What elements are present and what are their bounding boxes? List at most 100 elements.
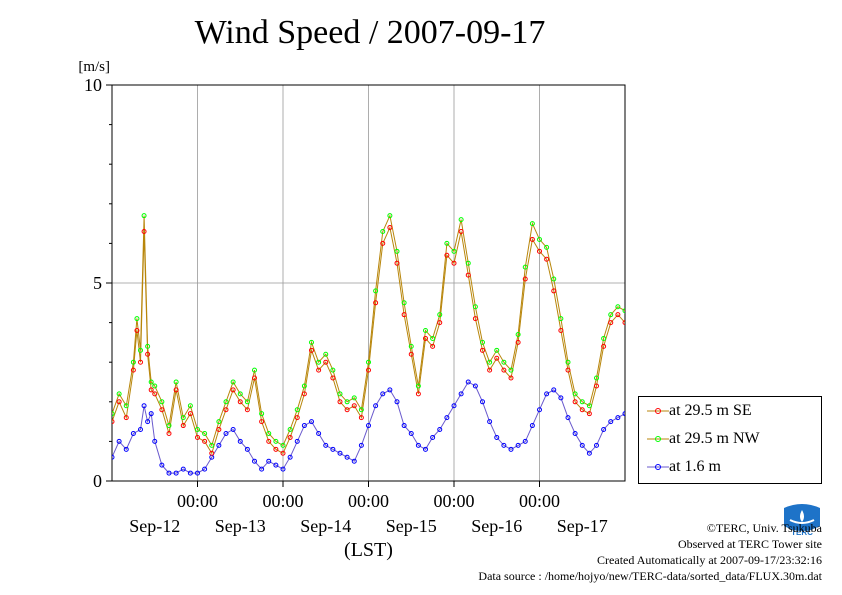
series-0-point-32 xyxy=(316,367,322,373)
legend-label-low: at 1.6 m xyxy=(669,458,721,475)
series-2-point-68 xyxy=(579,442,585,448)
series-0-point-15 xyxy=(195,434,200,440)
series-2-point-49 xyxy=(444,415,450,421)
series-0-point-35 xyxy=(337,399,343,405)
series-1-point-0 xyxy=(112,411,115,417)
series-2-point-67 xyxy=(572,430,578,436)
series-0-point-67 xyxy=(565,367,571,373)
series-0-point-22 xyxy=(244,407,250,413)
series-2-point-66 xyxy=(565,415,571,421)
series-0-point-2 xyxy=(123,415,129,421)
series-0-point-1 xyxy=(116,399,122,405)
series-2-point-56 xyxy=(494,434,500,440)
series-1-point-73 xyxy=(608,312,614,318)
series-0-point-8 xyxy=(148,387,154,393)
x-time-label-0: 00:00 xyxy=(177,491,218,511)
series-2-point-2 xyxy=(123,446,129,452)
series-2-point-26 xyxy=(280,466,286,472)
copyright-text: ©TERC, Univ. Tsukuba xyxy=(706,521,822,535)
series-1-point-43 xyxy=(394,248,400,254)
series-0-point-7 xyxy=(145,351,151,357)
series-1-point-27 xyxy=(280,442,286,448)
series-2-point-74 xyxy=(622,411,625,417)
series-1-point-52 xyxy=(458,217,464,223)
series-1-point-5 xyxy=(138,347,143,353)
series-1-point-13 xyxy=(180,415,186,421)
series-2-point-44 xyxy=(408,430,414,436)
x-time-label-1: 00:00 xyxy=(262,491,303,511)
series-0-point-54 xyxy=(472,316,478,322)
series-0-point-40 xyxy=(373,300,379,306)
series-0-point-61 xyxy=(522,276,528,282)
series-2-point-71 xyxy=(601,427,607,433)
legend-marker-nw xyxy=(647,436,669,442)
series-2-point-40 xyxy=(380,391,386,397)
series-0-point-41 xyxy=(380,240,386,246)
series-0-point-66 xyxy=(558,328,564,334)
series-2-point-63 xyxy=(544,391,550,397)
series-2-point-5 xyxy=(141,403,147,409)
series-0-point-31 xyxy=(309,347,314,353)
series-2-point-35 xyxy=(344,454,350,460)
series-2-point-14 xyxy=(195,470,200,476)
series-1-point-35 xyxy=(337,391,343,397)
series-2-point-8 xyxy=(152,438,158,444)
series-2-point-1 xyxy=(116,438,122,444)
series-2-point-29 xyxy=(301,423,307,429)
series-1-point-3 xyxy=(130,359,136,365)
series-1-point-60 xyxy=(515,331,521,337)
y-tick-label-2: 10 xyxy=(84,75,102,95)
series-2-point-51 xyxy=(458,391,464,397)
series-1-point-6 xyxy=(141,213,147,219)
series-1-point-11 xyxy=(166,423,172,429)
series-2-point-18 xyxy=(223,430,229,436)
series-1-point-41 xyxy=(380,229,386,235)
series-1-point-55 xyxy=(480,339,485,345)
series-0-point-65 xyxy=(551,288,557,294)
x-date-label-2: Sep-14 xyxy=(300,516,351,536)
series-2-point-61 xyxy=(529,423,535,429)
created-text: Created Automatically at 2007-09-17/23:3… xyxy=(597,553,822,567)
chart-title: Wind Speed / 2007-09-17 xyxy=(194,14,546,51)
series-1-point-18 xyxy=(216,419,222,425)
series-1-point-49 xyxy=(437,312,443,318)
series-0-point-71 xyxy=(594,383,599,389)
legend: at 29.5 m SE at 29.5 m NW at 1.6 m xyxy=(638,396,822,484)
series-0-point-33 xyxy=(323,359,329,365)
series-1-point-67 xyxy=(565,359,571,365)
series-0-point-70 xyxy=(586,411,592,417)
series-1-point-42 xyxy=(387,213,393,219)
series-0-point-34 xyxy=(330,375,336,381)
x-date-label-5: Sep-17 xyxy=(557,516,608,536)
logo-text: TERC xyxy=(791,528,813,537)
series-2-point-38 xyxy=(366,423,371,429)
series-2-point-50 xyxy=(451,403,457,409)
series-2-point-28 xyxy=(294,438,300,444)
series-0-point-50 xyxy=(444,252,450,258)
series-0-point-56 xyxy=(487,367,493,373)
series-1-point-7 xyxy=(145,343,151,349)
series-2-point-22 xyxy=(252,458,257,464)
legend-entry-se: at 29.5 m SE xyxy=(639,401,821,423)
series-2-point-6 xyxy=(145,419,151,425)
series-line-1 xyxy=(112,214,625,447)
series-0-point-59 xyxy=(508,375,514,381)
series-1-point-32 xyxy=(316,359,322,365)
series-2-point-47 xyxy=(430,434,436,440)
series-0-point-69 xyxy=(579,407,585,413)
y-axis-label: [m/s] xyxy=(78,59,110,75)
series-2-point-31 xyxy=(316,430,322,436)
series-2-point-30 xyxy=(309,419,314,425)
series-2-point-65 xyxy=(558,395,564,401)
y-tick-label-1: 5 xyxy=(93,273,102,293)
series-0-point-68 xyxy=(572,399,578,405)
series-1-point-24 xyxy=(259,411,265,417)
series-0-point-42 xyxy=(387,225,393,231)
series-0-point-64 xyxy=(544,256,550,262)
series-0-point-17 xyxy=(209,450,215,456)
series-2-point-7 xyxy=(148,411,154,417)
y-tick-label-0: 0 xyxy=(93,471,102,491)
series-2-point-57 xyxy=(501,442,507,448)
series-2-point-4 xyxy=(138,427,143,433)
series-0-point-48 xyxy=(430,343,436,349)
